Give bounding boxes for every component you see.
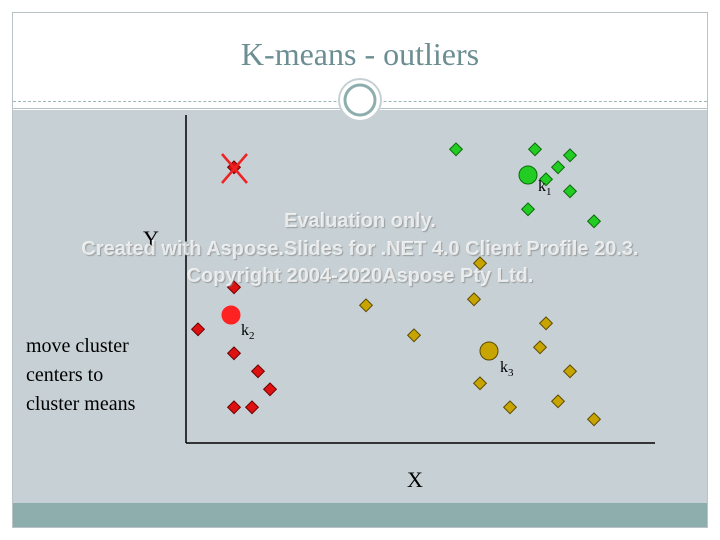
cluster-1-point bbox=[538, 172, 554, 187]
cluster-2-point bbox=[226, 346, 242, 361]
watermark-line: Created with Aspose.Slides for .NET 4.0 … bbox=[81, 238, 639, 260]
cluster-1-center bbox=[518, 165, 538, 185]
cluster-1-point bbox=[550, 160, 566, 175]
cluster-3-point bbox=[502, 400, 518, 415]
cluster-2-point bbox=[262, 382, 278, 397]
side-text-line: move cluster bbox=[26, 335, 129, 357]
center-label-k1: k1 bbox=[538, 178, 552, 198]
cluster-3-point bbox=[538, 316, 554, 331]
cluster-3-point bbox=[562, 364, 578, 379]
cluster-2-point bbox=[250, 364, 266, 379]
cluster-3-point bbox=[472, 376, 488, 391]
cluster-1-point bbox=[520, 202, 536, 217]
cluster-2-point bbox=[244, 400, 260, 415]
cluster-1-point bbox=[586, 214, 602, 229]
footer-bar bbox=[13, 503, 707, 527]
slide-title: K-means - outliers bbox=[240, 36, 480, 72]
outlier-cross-stroke bbox=[221, 153, 248, 184]
cluster-2-points bbox=[190, 160, 278, 415]
watermark-line: Evaluation only. bbox=[284, 210, 436, 232]
cluster-1-points bbox=[448, 142, 602, 229]
cluster-3-center bbox=[479, 341, 499, 361]
x-axis-label: X bbox=[407, 467, 423, 492]
cluster-1-point bbox=[527, 142, 543, 157]
cluster-3-point bbox=[406, 328, 422, 343]
side-text: move cluster centers to cluster means bbox=[26, 332, 196, 419]
cluster-1-point bbox=[562, 148, 578, 163]
cluster-3-point bbox=[586, 412, 602, 427]
side-text-line: centers to bbox=[26, 364, 104, 386]
cluster-3-point bbox=[466, 292, 482, 307]
cluster-2-center bbox=[221, 305, 241, 325]
cluster-2-point bbox=[226, 400, 242, 415]
cluster-3-point bbox=[472, 256, 488, 271]
cluster-2-point bbox=[226, 280, 242, 295]
content-area bbox=[13, 110, 707, 503]
cluster-1-point bbox=[562, 184, 578, 199]
center-label-k2: k2 bbox=[241, 322, 255, 342]
divider-ring-inner bbox=[343, 83, 377, 117]
cluster-1-point bbox=[448, 142, 464, 157]
y-axis-label: Y bbox=[143, 226, 159, 251]
cluster-2-point bbox=[190, 322, 206, 337]
side-text-line: cluster means bbox=[26, 393, 136, 415]
cluster-3-points bbox=[358, 256, 602, 427]
center-label-k3: k3 bbox=[500, 359, 514, 379]
outlier-cross-icon bbox=[221, 153, 248, 184]
cluster-3-point bbox=[550, 394, 566, 409]
cluster-3-point bbox=[358, 298, 374, 313]
watermark-line: Copyright 2004-2020Aspose Pty Ltd. bbox=[186, 265, 534, 287]
cluster-3-point bbox=[532, 340, 548, 355]
